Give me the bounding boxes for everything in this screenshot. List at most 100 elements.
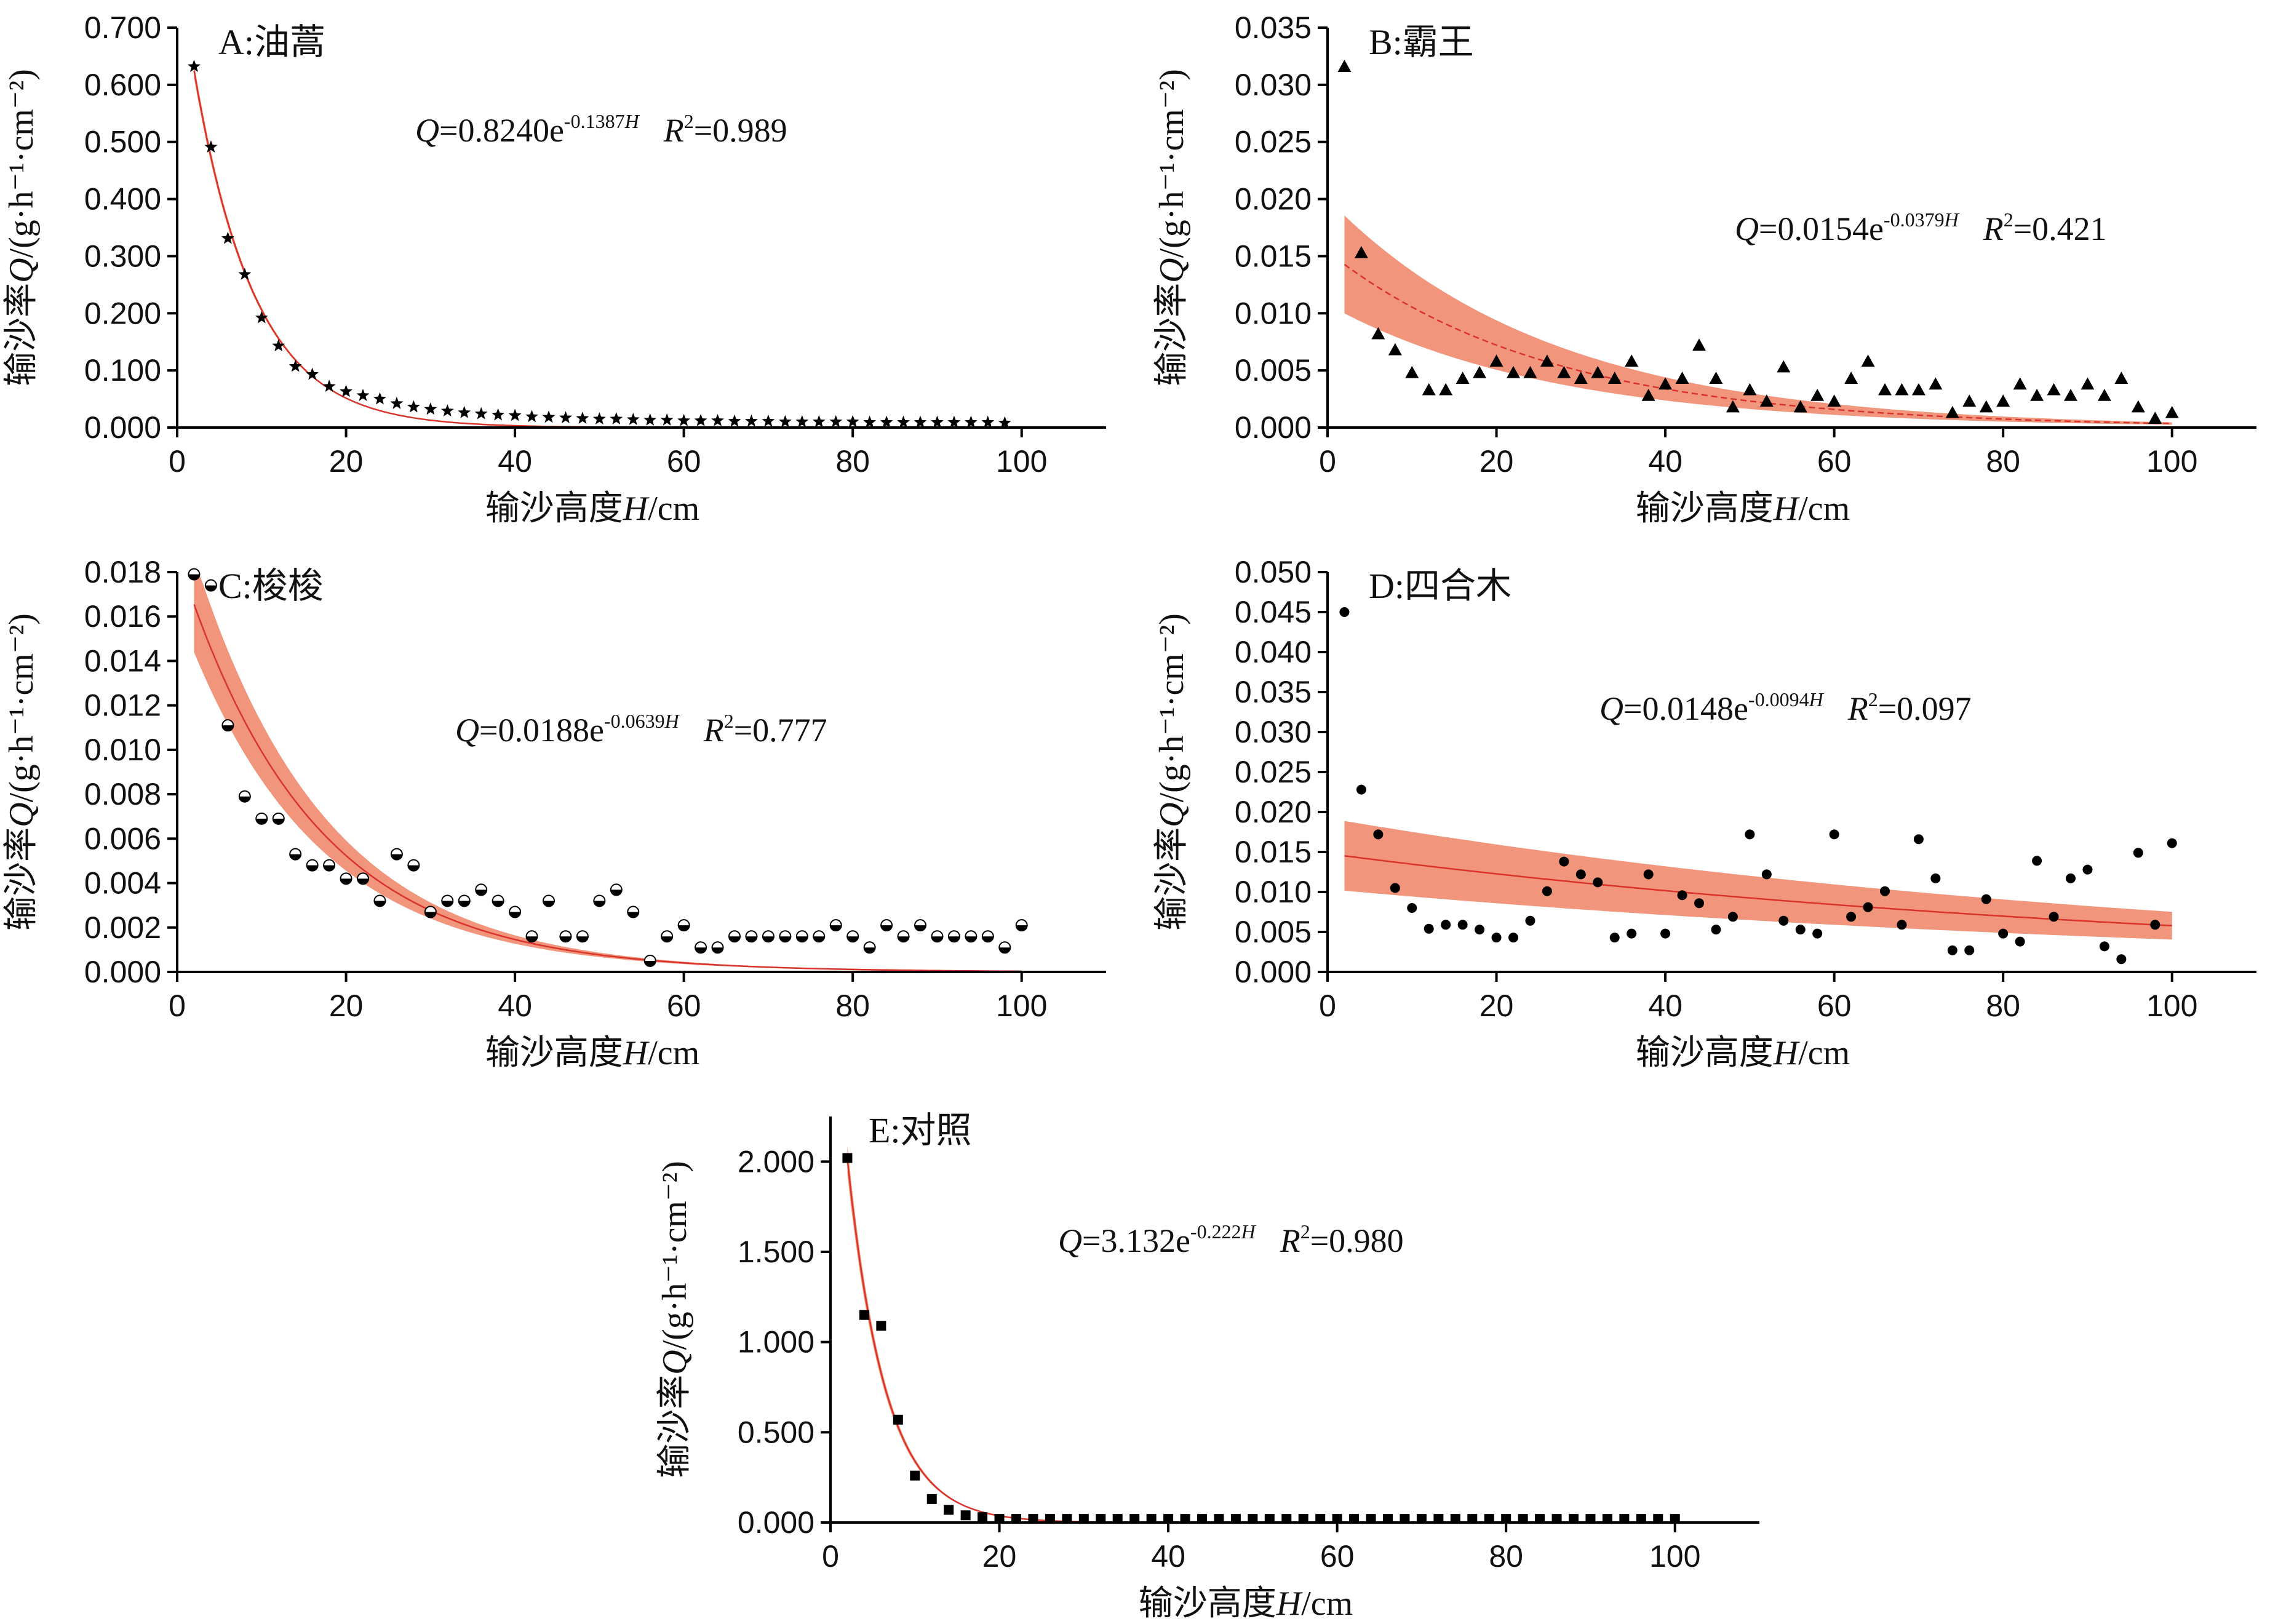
data-point-23 bbox=[1726, 400, 1740, 413]
data-point-15 bbox=[1591, 365, 1605, 378]
x-tick-label: 0 bbox=[169, 989, 186, 1023]
data-point-14 bbox=[424, 906, 437, 918]
data-point-0 bbox=[188, 60, 201, 72]
data-point-0 bbox=[1339, 607, 1350, 617]
data-point-12 bbox=[1045, 1514, 1055, 1524]
data-point-47 bbox=[2133, 848, 2143, 858]
fit-curve bbox=[1344, 854, 2172, 927]
data-point-47 bbox=[981, 930, 994, 943]
data-point-20 bbox=[525, 410, 538, 423]
data-point-11 bbox=[373, 392, 386, 405]
data-point-3 bbox=[238, 790, 251, 803]
y-tick-label: 0.000 bbox=[738, 1505, 814, 1540]
data-point-15 bbox=[1593, 877, 1603, 888]
data-point-34 bbox=[762, 930, 775, 943]
x-tick-label: 0 bbox=[1319, 989, 1336, 1023]
data-point-8 bbox=[322, 380, 336, 392]
data-point-11 bbox=[373, 894, 386, 907]
data-point-7 bbox=[1457, 920, 1468, 930]
data-point-49 bbox=[2165, 405, 2179, 418]
data-point-41 bbox=[2030, 389, 2044, 401]
data-point-4 bbox=[1405, 365, 1419, 378]
data-point-40 bbox=[863, 941, 876, 954]
data-point-18 bbox=[492, 408, 505, 421]
data-point-13 bbox=[1062, 1514, 1072, 1524]
data-point-39 bbox=[846, 930, 859, 943]
data-point-10 bbox=[356, 389, 370, 401]
data-point-26 bbox=[1778, 915, 1789, 926]
data-points bbox=[842, 1153, 1680, 1524]
data-point-48 bbox=[998, 941, 1011, 954]
data-point-43 bbox=[1569, 1514, 1579, 1524]
data-point-35 bbox=[1929, 377, 1943, 390]
data-point-33 bbox=[745, 930, 758, 943]
data-point-4 bbox=[1407, 903, 1417, 913]
data-point-18 bbox=[1641, 389, 1655, 401]
data-point-17 bbox=[1627, 928, 1637, 939]
data-point-9 bbox=[340, 872, 352, 885]
y-tick-label: 0.035 bbox=[1235, 675, 1312, 709]
y-tick-label: 0.004 bbox=[84, 866, 161, 901]
y-tick-label: 0.500 bbox=[738, 1415, 814, 1449]
data-point-49 bbox=[1670, 1514, 1680, 1524]
data-point-48 bbox=[998, 416, 1011, 429]
data-point-10 bbox=[1508, 933, 1518, 943]
y-tick-label: 0.014 bbox=[84, 643, 161, 678]
data-point-9 bbox=[1489, 354, 1503, 367]
data-point-30 bbox=[1844, 372, 1858, 384]
data-point-40 bbox=[863, 415, 877, 428]
y-tick-label: 2.000 bbox=[738, 1144, 814, 1179]
data-point-26 bbox=[627, 906, 640, 918]
data-point-29 bbox=[677, 919, 690, 932]
data-point-30 bbox=[1846, 912, 1857, 922]
data-point-1 bbox=[1354, 245, 1368, 258]
data-point-3 bbox=[1388, 343, 1402, 356]
data-point-35 bbox=[1930, 873, 1941, 883]
data-point-41 bbox=[880, 415, 893, 428]
data-point-23 bbox=[1230, 1514, 1241, 1524]
data-point-19 bbox=[508, 408, 522, 421]
x-axis-title: 输沙高度H/cm bbox=[485, 1034, 699, 1072]
data-point-18 bbox=[492, 894, 504, 907]
x-tick-label: 60 bbox=[667, 989, 701, 1023]
data-point-30 bbox=[695, 941, 707, 954]
data-point-19 bbox=[1163, 1514, 1174, 1524]
y-tick-label: 0.008 bbox=[84, 777, 161, 811]
data-point-23 bbox=[1727, 912, 1738, 922]
data-point-0 bbox=[188, 568, 201, 581]
data-point-45 bbox=[947, 930, 960, 943]
y-tick-label: 0.700 bbox=[84, 10, 161, 45]
data-point-21 bbox=[1694, 898, 1704, 909]
data-point-24 bbox=[1745, 829, 1755, 840]
data-point-29 bbox=[677, 413, 691, 426]
fit-equation: Q=0.0188e-0.0639H R2=0.777 bbox=[455, 710, 827, 749]
x-tick-label: 40 bbox=[1648, 989, 1683, 1023]
data-point-34 bbox=[1911, 383, 1926, 396]
y-tick-label: 0.030 bbox=[1235, 68, 1312, 102]
y-tick-label: 0.010 bbox=[1235, 296, 1312, 330]
y-tick-label: 0.200 bbox=[84, 296, 161, 330]
data-point-9 bbox=[994, 1514, 1005, 1524]
data-point-24 bbox=[1248, 1514, 1258, 1524]
y-tick-label: 0.040 bbox=[1235, 635, 1312, 669]
data-point-40 bbox=[2015, 936, 2025, 947]
y-tick-label: 0.500 bbox=[84, 125, 161, 159]
x-tick-label: 20 bbox=[329, 989, 364, 1023]
data-point-32 bbox=[1878, 383, 1892, 396]
fit-equation: Q=0.0148e-0.0094H R2=0.097 bbox=[1599, 688, 1972, 727]
data-point-44 bbox=[931, 930, 944, 943]
y-tick-label: 0.020 bbox=[1235, 182, 1312, 217]
data-point-29 bbox=[1827, 394, 1841, 407]
x-tick-label: 40 bbox=[498, 989, 532, 1023]
data-point-35 bbox=[778, 415, 792, 428]
data-point-19 bbox=[1659, 377, 1673, 390]
data-point-28 bbox=[1812, 928, 1823, 939]
data-point-47 bbox=[1636, 1514, 1646, 1524]
data-point-36 bbox=[1450, 1514, 1460, 1524]
data-point-17 bbox=[1625, 354, 1639, 367]
y-tick-label: 0.005 bbox=[1235, 353, 1312, 388]
